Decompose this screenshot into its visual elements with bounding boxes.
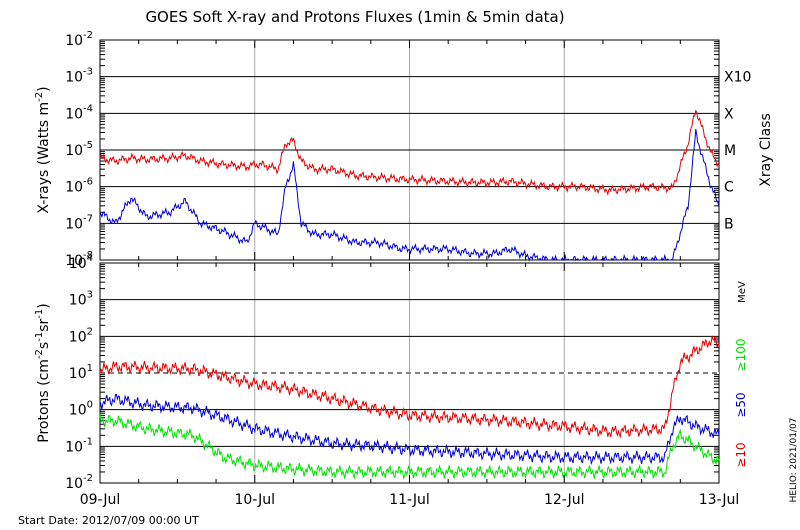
x-tick-label: 11-Jul [389,492,430,508]
xray-class-labels: B C M X X10 [724,70,751,233]
xray-ylabel: X-rays (Watts m-2) [34,86,52,213]
series-line [99,414,720,480]
y-tick-label: 10-5 [65,140,93,159]
y-tick-label: 10-8 [65,250,93,269]
y-tick-label: 10-4 [65,103,93,122]
xray-series-group [99,109,720,262]
xray-class-axis-label: Xray Class [758,113,774,187]
legend-entry: ≥10 [734,442,748,467]
series-line [99,109,720,196]
xray-class-label: M [724,143,736,159]
helio-credit: HELIO: 2021/01/07 [789,418,799,503]
y-tick-label: 10-2 [65,30,93,49]
xray-class-label: X10 [724,70,751,86]
proton-series-group [99,335,720,480]
series-line [99,393,720,466]
proton-ylabel: Protons (cm-2s-1sr-1) [34,303,52,442]
y-tick-label: 10-2 [65,473,93,492]
x-axis-ticks: 09-Jul 10-Jul 11-Jul 12-Jul 13-Jul [80,40,740,508]
mev-unit-label: MeV [737,281,748,303]
y-tick-label: 100 [69,400,93,419]
xray-y-ticks: 10-8 10-7 10-6 10-5 10-4 10-3 10-2 [65,30,93,269]
start-date-label: Start Date: 2012/07/09 00:00 UT [18,514,199,527]
x-tick-label: 12-Jul [544,492,585,508]
xray-class-label: C [724,180,734,196]
y-tick-label: 10-7 [65,213,93,232]
xray-class-label: B [724,216,734,232]
x-tick-label: 09-Jul [80,492,121,508]
y-tick-label: 10-6 [65,177,93,196]
series-line [99,335,720,439]
y-tick-label: 10-3 [65,67,93,86]
xray-class-label: X [724,106,734,122]
legend-entry: ≥100 [734,339,748,372]
y-tick-label: 102 [69,326,93,345]
y-tick-label: 10-1 [65,436,93,455]
legend-entry: ≥50 [734,392,748,417]
proton-legend: ≥100 ≥50 ≥10 [734,339,748,468]
x-tick-label: 13-Jul [699,492,740,508]
proton-y-ticks: 10-2 10-1 100 101 102 103 104 [65,253,93,492]
chart-title: GOES Soft X-ray and Protons Fluxes (1min… [145,8,564,26]
x-tick-label: 10-Jul [234,492,275,508]
y-tick-label: 104 [69,253,93,272]
series-line [99,129,720,262]
y-tick-label: 103 [69,290,93,309]
y-tick-label: 101 [69,363,93,382]
xray-grid [100,40,719,260]
